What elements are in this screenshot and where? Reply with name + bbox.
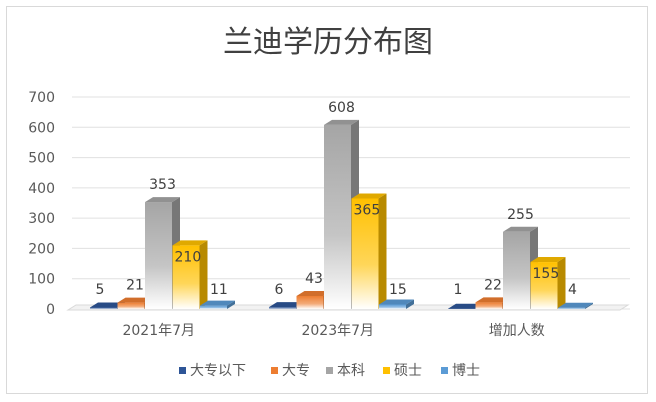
legend-label: 大专以下 xyxy=(190,363,246,379)
data-label: 15 xyxy=(389,282,407,298)
data-label: 255 xyxy=(507,207,534,223)
bar-top xyxy=(351,193,387,199)
data-label: 11 xyxy=(210,282,228,298)
bar-side xyxy=(378,193,387,309)
data-label: 155 xyxy=(533,266,560,282)
data-label: 210 xyxy=(175,249,202,265)
y-tick-label: 0 xyxy=(46,302,55,318)
bar-front xyxy=(351,198,379,309)
legend-swatch xyxy=(271,367,278,374)
bar-front xyxy=(172,245,200,309)
bar-top xyxy=(296,290,332,296)
bar-front xyxy=(475,302,503,309)
bar-side xyxy=(557,257,566,309)
bar-front xyxy=(269,307,296,309)
x-axis-ticks: 2021年7月 2023年7月 增加人数 xyxy=(122,323,544,339)
bar-top xyxy=(145,197,180,203)
bar-top xyxy=(90,302,125,308)
y-tick-label: 300 xyxy=(28,211,55,227)
bar-side xyxy=(585,302,593,309)
data-label: 365 xyxy=(354,202,381,218)
bar-front xyxy=(200,305,227,309)
bar-front xyxy=(296,295,324,309)
legend-swatch xyxy=(326,367,333,374)
bar-top xyxy=(530,257,566,263)
y-axis-ticks: 0 100 200 300 400 500 600 700 xyxy=(28,90,55,318)
bar-front xyxy=(324,124,351,309)
bar xyxy=(172,240,208,309)
x-tick-label: 2021年7月 xyxy=(122,323,195,339)
bar-top xyxy=(324,119,359,125)
bar-top xyxy=(117,297,153,303)
data-label: 22 xyxy=(484,277,502,293)
data-label: 353 xyxy=(149,177,176,193)
bar xyxy=(503,226,538,309)
chart-title: 兰迪学历分布图 xyxy=(223,25,433,60)
bar-top xyxy=(448,303,483,309)
legend-item: 大专以下 xyxy=(179,363,246,379)
legend-label: 硕士 xyxy=(394,363,422,379)
legend-label: 博士 xyxy=(452,362,480,379)
data-label: 21 xyxy=(126,278,144,294)
bar-front xyxy=(145,202,172,309)
legend-item: 博士 xyxy=(441,362,480,379)
data-label: 5 xyxy=(96,282,105,298)
bar-top xyxy=(269,302,304,308)
bar-side xyxy=(406,299,414,309)
data-label: 43 xyxy=(305,271,323,287)
data-label: 1 xyxy=(454,282,463,298)
bar-front xyxy=(448,308,475,310)
bar xyxy=(200,300,235,309)
x-tick-label: 2023年7月 xyxy=(301,323,374,339)
legend-item: 本科 xyxy=(326,363,365,379)
bar-side xyxy=(227,300,235,309)
data-label: 4 xyxy=(568,282,577,298)
y-tick-label: 400 xyxy=(28,181,55,197)
bar-front xyxy=(379,304,406,309)
y-tick-label: 100 xyxy=(28,272,55,288)
y-tick-label: 500 xyxy=(28,151,55,167)
bar-top xyxy=(200,300,235,306)
data-label: 608 xyxy=(328,100,355,116)
y-tick-label: 600 xyxy=(28,120,55,136)
bars xyxy=(90,119,593,310)
bar-top xyxy=(475,297,511,303)
y-tick-label: 200 xyxy=(28,241,55,257)
legend-label: 大专 xyxy=(282,363,310,379)
bar-side xyxy=(199,240,208,309)
data-label: 6 xyxy=(275,282,284,298)
legend-item: 大专 xyxy=(271,363,310,379)
legend-item: 硕士 xyxy=(383,363,422,379)
bar-top xyxy=(558,302,593,308)
legend-swatch xyxy=(383,367,390,374)
bar xyxy=(351,193,387,309)
bar-top xyxy=(503,226,538,232)
bar-front xyxy=(90,307,117,309)
data-labels: 5 21 353 210 11 6 43 608 365 15 1 22 255 155 4 xyxy=(96,100,577,298)
y-tick-label: 700 xyxy=(28,90,55,106)
bar-top xyxy=(172,240,208,246)
bar-front xyxy=(503,231,530,309)
bar xyxy=(558,302,593,309)
bar xyxy=(530,257,566,309)
bar xyxy=(379,299,414,309)
legend-swatch xyxy=(441,367,448,374)
bar-front xyxy=(117,302,145,309)
legend: 大专以下 大专 本科 硕士 博士 xyxy=(179,362,480,379)
legend-swatch xyxy=(179,367,186,374)
bar-front xyxy=(558,307,585,309)
x-tick-label: 增加人数 xyxy=(489,323,545,339)
bar-front xyxy=(530,262,558,309)
legend-label: 本科 xyxy=(337,363,365,379)
bar-top xyxy=(379,299,414,305)
